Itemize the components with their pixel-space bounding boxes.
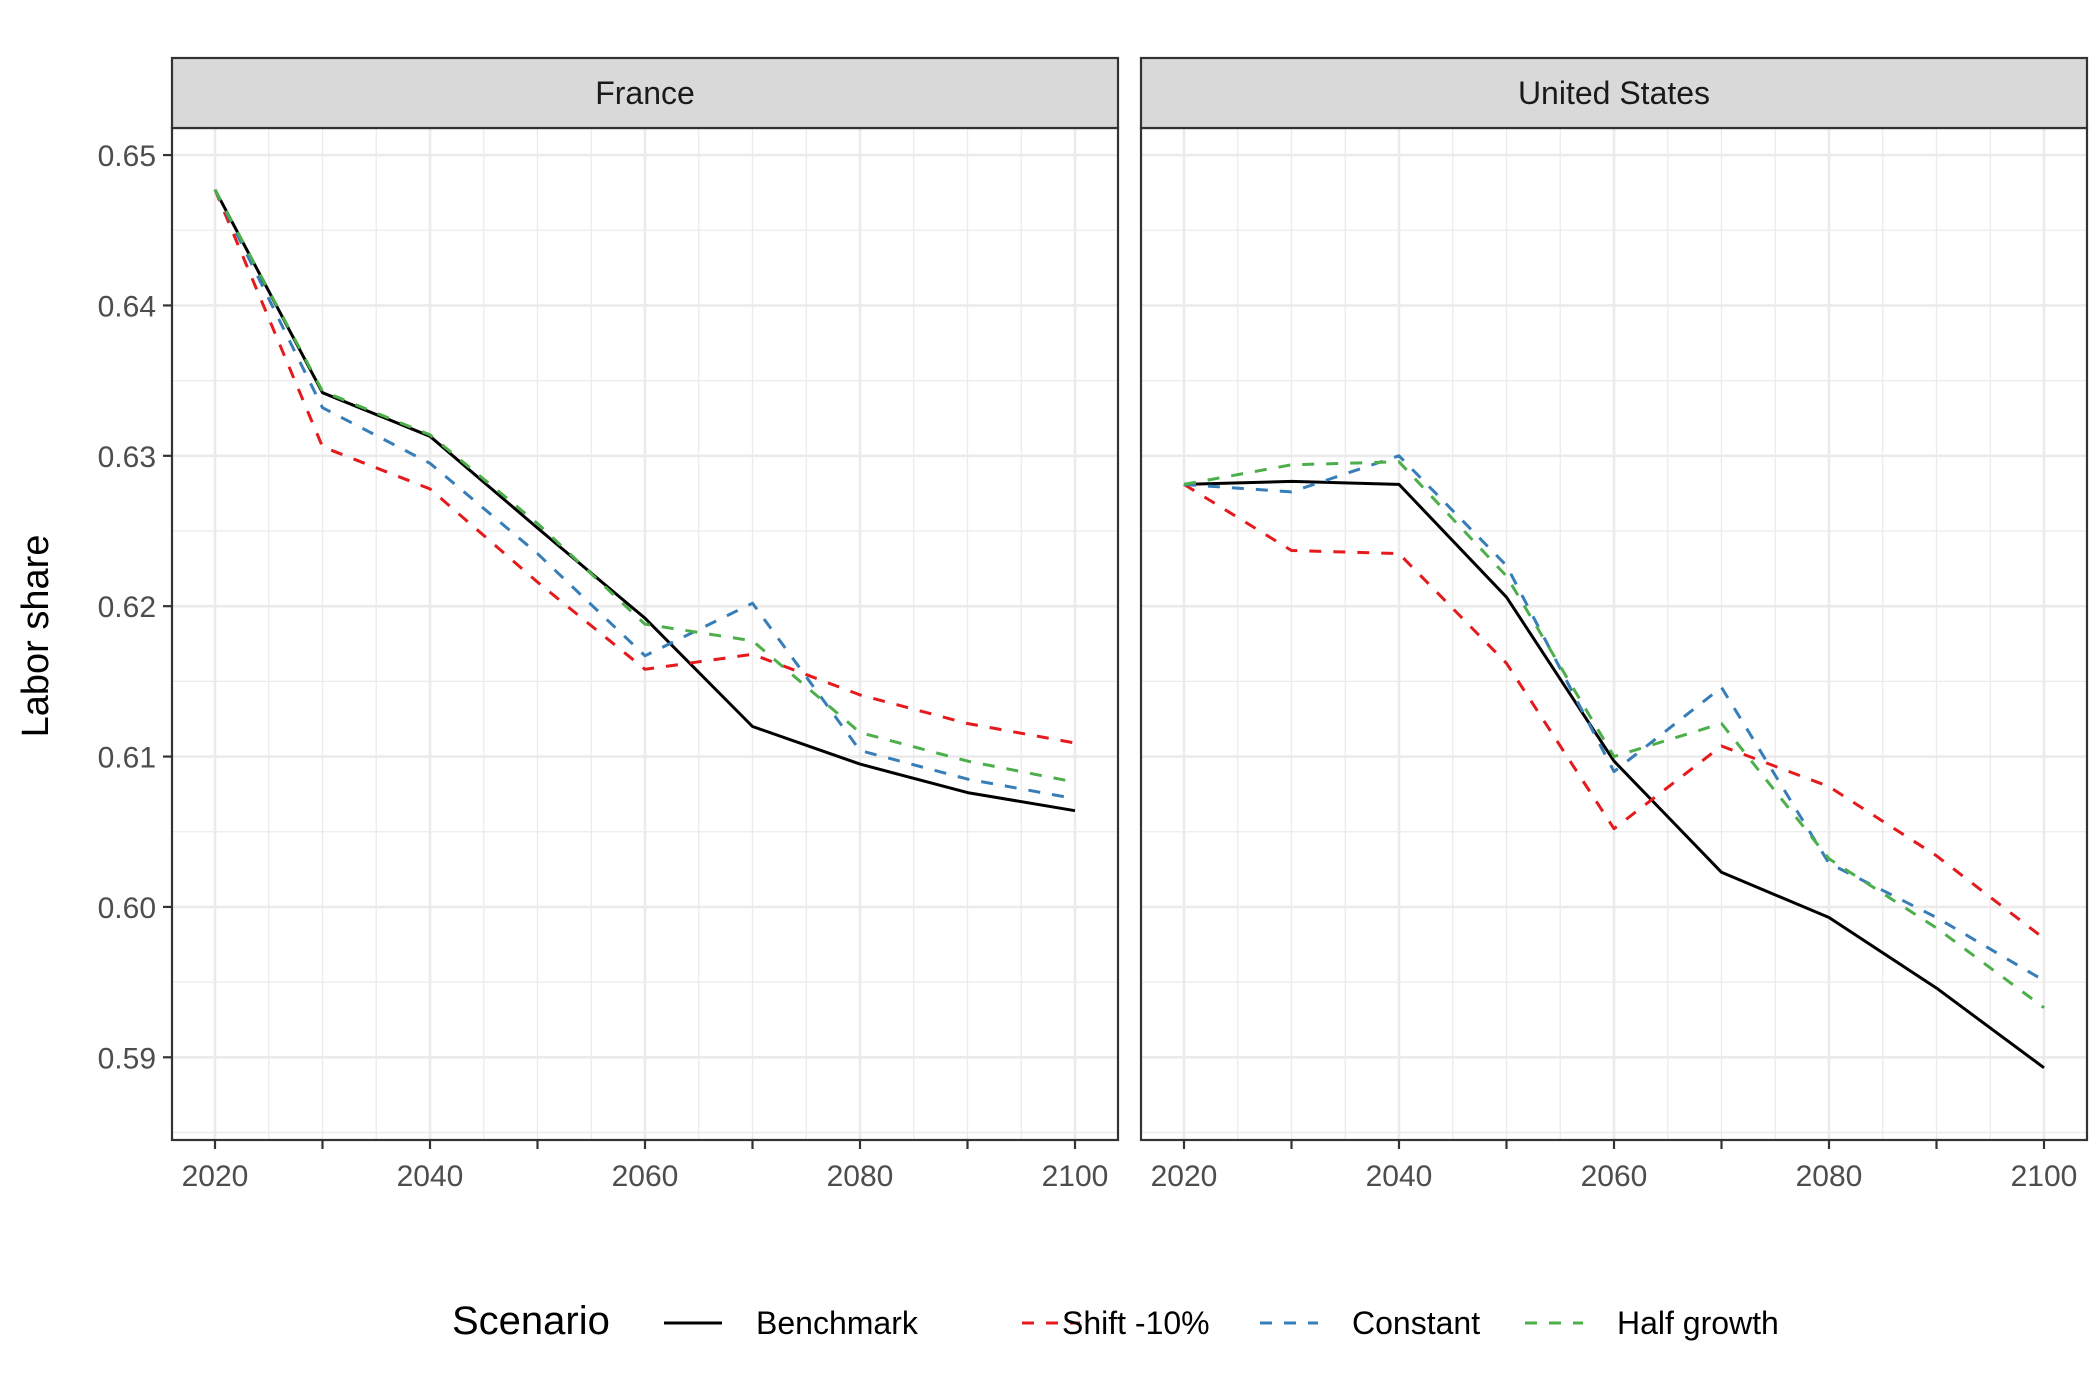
facet-strip (1139, 56, 2089, 130)
y-tick-label: 0.60 (98, 892, 156, 925)
legend-label: Constant (1352, 1305, 1480, 1341)
series-line-constant (1183, 454, 2045, 982)
y-tick-label: 0.61 (98, 742, 156, 775)
x-tick-label: 2040 (397, 1160, 464, 1193)
y-tick-label: 0.59 (98, 1042, 156, 1075)
x-tick-label: 2020 (182, 1160, 249, 1193)
panel-1: United States 2020 2040 2060 2080 2100 (1139, 56, 2089, 1193)
legend-label: Benchmark (756, 1305, 919, 1341)
x-tick-label: 2100 (1042, 1160, 1109, 1193)
series-line-half-growth (1183, 460, 2045, 1009)
x-axis: 2020 2040 2060 2080 2100 (182, 1140, 1109, 1193)
series-line-half-growth (213, 188, 1076, 784)
grid (172, 128, 1118, 1140)
series-line-benchmark (1183, 479, 2045, 1070)
x-axis: 2020 2040 2060 2080 2100 (1151, 1140, 2078, 1193)
facet-title: United States (1518, 75, 1710, 111)
legend: Scenario Benchmark Shift -10% Constant Half… (452, 1299, 1779, 1343)
y-axis-title: Labor share (15, 535, 57, 738)
series (1183, 454, 2045, 1070)
y-tick-label: 0.63 (98, 441, 156, 474)
x-tick-label: 2080 (827, 1160, 894, 1193)
facet-strip (170, 56, 1120, 130)
series (213, 188, 1076, 813)
y-tick-label: 0.64 (98, 290, 156, 323)
x-tick-label: 2100 (2011, 1160, 2078, 1193)
grid (1141, 128, 2087, 1140)
x-tick-label: 2020 (1151, 1160, 1218, 1193)
x-tick-label: 2080 (1796, 1160, 1863, 1193)
x-tick-label: 2060 (1581, 1160, 1648, 1193)
x-tick-label: 2040 (1366, 1160, 1433, 1193)
y-tick-label: 0.62 (98, 591, 156, 624)
y-tick-label: 0.65 (98, 140, 156, 173)
legend-label: Shift -10% (1062, 1305, 1210, 1341)
x-tick-label: 2060 (612, 1160, 679, 1193)
legend-label: Half growth (1617, 1305, 1779, 1341)
series-line-constant (213, 189, 1076, 801)
y-axis: 0.59 0.60 0.61 0.62 0.63 0.64 0.65 (98, 140, 172, 1075)
facet-title: France (595, 75, 695, 111)
legend-title: Scenario (452, 1299, 610, 1343)
series-line-shift-10- (1183, 483, 2045, 940)
series-line-shift-10- (213, 189, 1076, 745)
